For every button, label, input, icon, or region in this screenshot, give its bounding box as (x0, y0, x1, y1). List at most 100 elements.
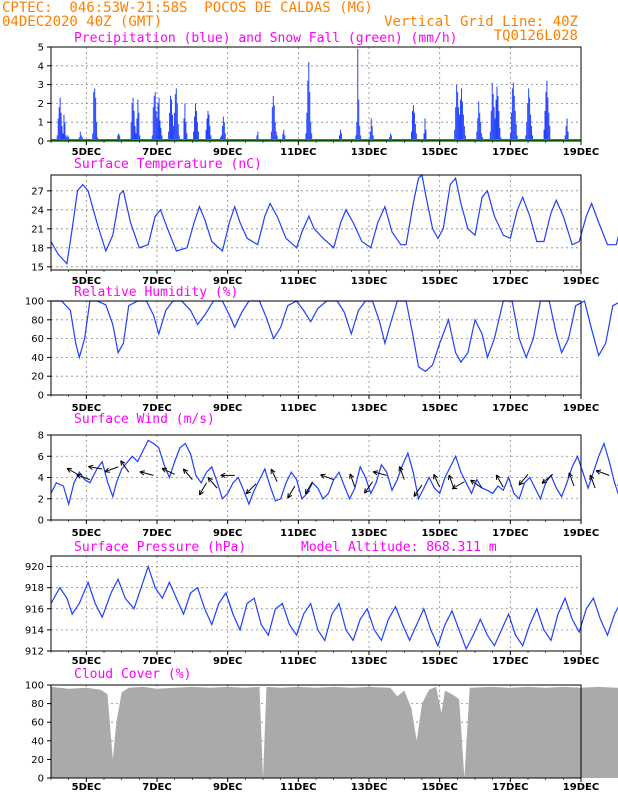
precip-bar (134, 125, 136, 141)
wind-arrow (66, 467, 80, 476)
precip-bar (137, 99, 139, 141)
precip-bar (170, 95, 172, 141)
wind-arrow (595, 470, 610, 476)
x-tick-label: 7DEC (142, 528, 171, 539)
precip-bar (526, 122, 528, 141)
precip-bar (414, 124, 416, 141)
precip-bar (194, 116, 196, 141)
x-tick-label: 9DEC (213, 528, 242, 539)
x-tick-label: 13DEC (351, 528, 387, 539)
precip-bar (425, 129, 427, 141)
precip-bar (270, 131, 272, 141)
precip-bar (492, 94, 494, 141)
precip-bar (118, 133, 120, 141)
precip-bar (158, 97, 160, 141)
wind-arrow-head (413, 491, 419, 497)
wind-arrow-head (349, 473, 355, 479)
wind-arrow-head (104, 467, 111, 473)
x-tick-label: 9DEC (213, 147, 242, 158)
precip-bar (459, 114, 461, 141)
x-tick-label: 17DEC (492, 656, 528, 667)
precip-bar (273, 105, 275, 141)
panel-1: Surface Temperature (nC) 15 18 21 24 27 5DEC 7D… (31, 157, 618, 287)
precip-bar (276, 135, 278, 141)
precip-bar (515, 124, 517, 141)
wind-arrow (161, 467, 175, 475)
precip-bar (138, 112, 140, 141)
wind-arrow (518, 473, 529, 486)
precip-bar (257, 131, 259, 141)
precip-bar (196, 122, 198, 141)
precip-bar (159, 120, 161, 141)
y-tick-label: 27 (31, 186, 44, 197)
precip-bar (176, 103, 178, 141)
wind-arrow-head (88, 464, 94, 470)
precip-bar (415, 133, 417, 141)
wind-arrow-head (245, 488, 251, 495)
wind-arrow (470, 479, 483, 489)
y-tick-label: 916 (25, 604, 44, 615)
y-tick-label: 18 (31, 243, 44, 254)
precip-bar (456, 84, 458, 141)
precip-bar (184, 103, 186, 141)
panel-5: Cloud Cover (%) 0 20 40 60 80 100 5DEC 7DEC 9DEC 1… (25, 667, 618, 793)
header-station: CPTEC: 046:53W-21:58S POCOS DE CALDAS (M… (2, 0, 373, 16)
precip-bar (155, 110, 157, 141)
precip-bar (168, 131, 170, 141)
y-tick-label: 20 (31, 372, 44, 383)
y-tick-label: 80 (31, 315, 44, 326)
precip-bar (532, 135, 533, 141)
precip-bar (369, 131, 371, 141)
wind-arrow (120, 460, 130, 473)
precip-bar (80, 135, 82, 141)
wind-arrow (413, 484, 423, 497)
wind-arrow (448, 474, 455, 489)
wind-arrow-head (199, 489, 204, 496)
x-tick-label: 5DEC (72, 528, 101, 539)
y-tick-label: 40 (31, 353, 44, 364)
precip-bar (423, 133, 425, 141)
precip-bar (222, 116, 224, 141)
precip-bar (153, 95, 155, 141)
precip-bar (96, 122, 98, 141)
series-line (50, 173, 618, 266)
precip-bar (565, 125, 567, 141)
wind-arrow-head (287, 493, 293, 499)
precip-bar (548, 112, 550, 141)
wind-arrow-head (518, 480, 524, 486)
precip-bar (157, 103, 159, 141)
precip-bar (514, 110, 516, 141)
x-tick-label: 19DEC (563, 403, 599, 414)
precip-bar (307, 80, 309, 141)
y-tick-label: 15 (31, 262, 44, 273)
precip-bar (566, 118, 568, 141)
header-grid-line: Vertical Grid Line: 40Z (384, 14, 578, 30)
precip-bar (464, 135, 466, 141)
x-tick-label: 13DEC (351, 147, 387, 158)
panel-title: Cloud Cover (%) (74, 667, 191, 682)
precip-bar (220, 135, 222, 141)
precip-bar (272, 95, 274, 141)
precip-bar (61, 125, 63, 141)
precip-bar (256, 135, 258, 141)
precip-bar (512, 82, 514, 141)
precip-bar (154, 92, 156, 141)
precip-bar (355, 135, 357, 141)
x-tick-label: 19DEC (563, 528, 599, 539)
precip-bar (413, 112, 415, 141)
precip-bar (197, 131, 199, 141)
precip-bar (195, 103, 196, 141)
precip-bar (119, 135, 121, 141)
precip-bar (513, 95, 515, 141)
precip-bar (476, 131, 478, 141)
precip-bar (525, 135, 527, 141)
wind-arrow (139, 471, 154, 476)
precip-bar (185, 122, 187, 141)
precip-bar (135, 133, 137, 141)
y-tick-label: 920 (25, 562, 44, 573)
precip-bar (567, 131, 569, 141)
precip-bar (478, 101, 480, 141)
precip-bar (356, 122, 358, 141)
x-tick-label: 13DEC (351, 782, 387, 793)
precip-bar (64, 122, 66, 141)
